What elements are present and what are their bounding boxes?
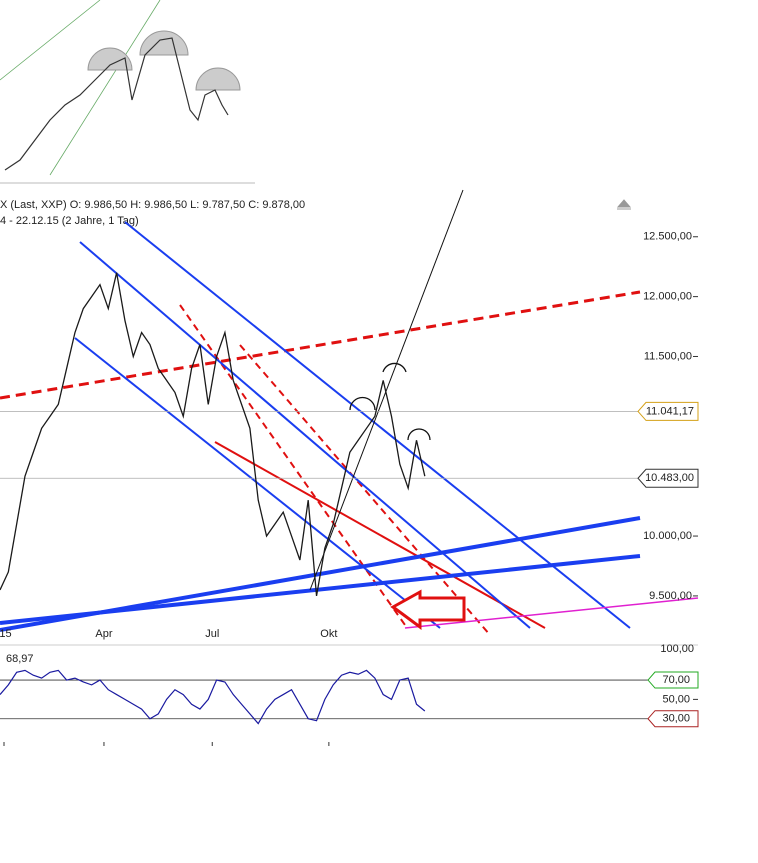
rsi-tick-label: 30,00 bbox=[662, 713, 690, 725]
trend-line bbox=[79, 241, 531, 629]
level-label: 11.041,17 bbox=[646, 405, 694, 417]
rsi-tick-label: 50,00 bbox=[662, 693, 690, 705]
rsi-box bbox=[647, 671, 699, 689]
x-tick-label: Jul bbox=[205, 628, 219, 640]
rsi-current: 68,97 bbox=[6, 653, 34, 665]
inset-bg bbox=[0, 0, 278, 188]
level-label: 10.483,00 bbox=[645, 472, 694, 484]
y-tick-label: 12.500,00 bbox=[643, 231, 692, 243]
rsi-tick-label: 70,00 bbox=[662, 674, 690, 686]
inset-price bbox=[4, 37, 229, 171]
trend-line bbox=[404, 597, 699, 629]
trend-line bbox=[309, 189, 464, 591]
arc-annotation bbox=[349, 362, 431, 441]
inset-trend bbox=[49, 0, 161, 176]
rsi-line bbox=[0, 669, 426, 725]
trend-line bbox=[74, 337, 441, 629]
y-tick-label: 9.500,00 bbox=[649, 590, 692, 602]
x-tick-label: Okt bbox=[320, 628, 337, 640]
price-line bbox=[0, 272, 426, 597]
x-tick-label: Apr bbox=[95, 628, 112, 640]
trend-line bbox=[124, 221, 631, 629]
trend-lines bbox=[0, 189, 699, 636]
header: X (Last, XXP) O: 9.986,50 H: 9.986,50 L:… bbox=[0, 199, 305, 211]
trend-line bbox=[0, 554, 641, 625]
trend-line bbox=[214, 441, 546, 629]
y-tick-label: 12.000,00 bbox=[643, 291, 692, 303]
y-tick-label: 11.500,00 bbox=[644, 350, 692, 362]
arrow-annotation bbox=[390, 589, 466, 630]
inset-trend bbox=[0, 0, 101, 81]
trend-line bbox=[0, 290, 641, 400]
rsi-box bbox=[647, 710, 699, 728]
subheader: 4 - 22.12.15 (2 Jahre, 1 Tag) bbox=[0, 215, 139, 227]
inset-domes bbox=[87, 30, 241, 91]
scroll-icon[interactable] bbox=[616, 199, 632, 210]
inset-chart bbox=[0, 0, 278, 188]
bottom-label: 100,00 bbox=[660, 643, 694, 655]
y-tick-label: 10.000,00 bbox=[643, 530, 692, 542]
level-box bbox=[637, 468, 699, 488]
x-tick-label: .15 bbox=[0, 628, 12, 640]
level-box bbox=[637, 401, 699, 421]
trend-line bbox=[239, 344, 491, 636]
